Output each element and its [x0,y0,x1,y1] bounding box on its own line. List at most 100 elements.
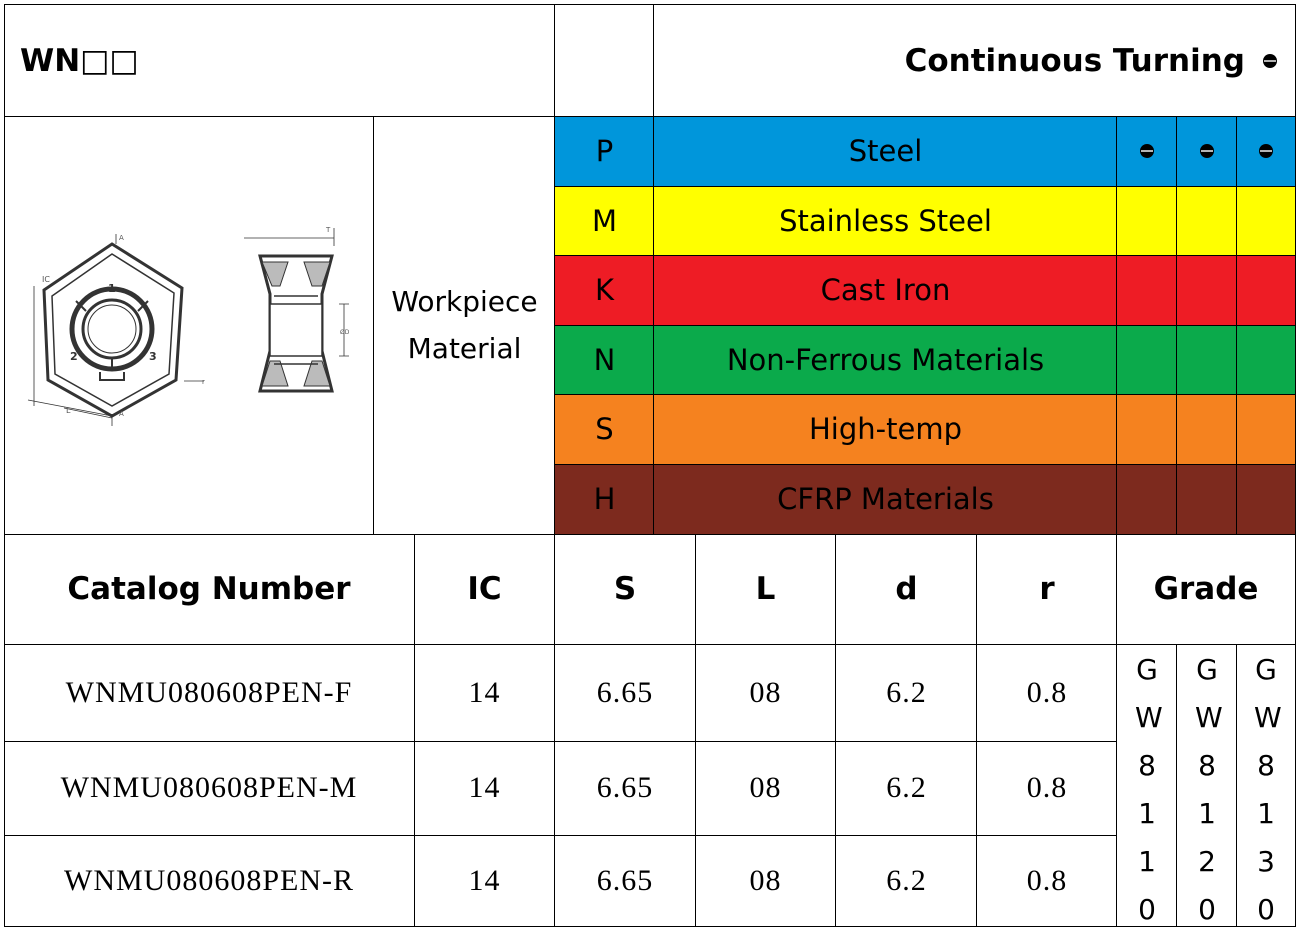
col-header-catalog-text: Catalog Number [67,571,351,607]
material-h-grade-1-cell [1117,464,1177,534]
ic-dimension-label: IC [42,275,50,284]
row-2-catalog-text: WNMU080608PEN-M [60,771,358,804]
row-1-d-cell: 6.2 [836,644,977,741]
grid-line [4,116,1296,117]
grid-line [414,534,415,927]
material-m-grade-2-cell [1177,186,1237,255]
grid-line [4,644,1296,645]
material-code-text: N [593,342,616,377]
material-n-grade-1-cell [1117,325,1177,394]
material-code-text: P [595,134,614,168]
grid-line [554,4,555,534]
material-name-s: High-temp [654,394,1117,464]
material-name-h: CFRP Materials [654,464,1117,534]
material-m-grade-1-cell [1117,186,1177,255]
workpiece-label-line1: Workpiece [391,285,538,318]
col-header-d: d [836,534,977,644]
grid-line [554,534,555,927]
row-3-d-cell: 6.2 [836,835,977,927]
col-header-catalog: Catalog Number [4,534,414,644]
insert-front-view: 1 2 3 IC L A A r [27,234,205,426]
material-m-grade-3-cell [1237,186,1295,255]
col-header-r: r [977,534,1117,644]
material-name-n: Non-Ferrous Materials [654,325,1117,394]
insert-drawing-cell: 1 2 3 IC L A A r T ØD [4,116,374,534]
row-2-ic-text: 14 [468,771,501,804]
material-p-grade-3-cell [1237,116,1295,186]
a-section-top-label: A [119,234,124,242]
corner-1-label: 1 [108,282,116,295]
grid-line [554,394,1296,395]
material-s-grade-2-cell [1177,394,1237,464]
material-name-text: Steel [848,134,923,168]
grid-line [1176,644,1177,927]
col-header-l-text: L [755,571,776,607]
material-k-grade-3-cell [1237,255,1295,325]
grid-line [554,186,1296,187]
series-title-text: WN□□ [20,42,139,79]
a-section-bottom-label: A [119,410,124,418]
row-3-l-cell: 08 [695,835,836,927]
material-code-text: M [591,203,618,238]
operation-label: Continuous Turning [904,42,1245,79]
grid-line [1116,116,1117,534]
corner-2-label: 2 [70,350,78,363]
r-dimension-label: r [202,378,205,386]
grid-line [4,4,1296,5]
series-title: WN□□ [4,5,555,116]
operation-mark-icon [1263,53,1277,68]
grid-line [1176,116,1177,534]
material-k-grade-1-cell [1117,255,1177,325]
insert-drawing: 1 2 3 IC L A A r T ØD [27,226,350,426]
row-2-d-cell: 6.2 [836,741,977,835]
grid-line [4,835,1117,836]
operation-header: Continuous Turning [654,5,1295,116]
grid-line [1295,4,1296,927]
material-k-grade-2-cell [1177,255,1237,325]
col-header-r-text: r [1039,571,1055,607]
grade-name-text: GW8130 [1254,653,1282,926]
material-code-n: N [555,325,654,394]
col-header-d-text: d [895,571,918,607]
suitability-mark-icon [1200,144,1214,158]
row-1-r-text: 0.8 [1026,675,1068,709]
material-n-grade-3-cell [1237,325,1295,394]
material-code-text: K [594,273,615,307]
material-name-k: Cast Iron [654,255,1117,325]
material-name-text: Stainless Steel [779,203,992,238]
row-3-ic-text: 14 [468,864,501,897]
row-1-ic-cell: 14 [414,644,555,741]
material-name-text: High-temp [809,412,962,446]
grid-line [4,741,1117,742]
grade-gw8130-label: GW8130 [1237,644,1295,927]
grid-line [835,534,836,927]
grade-gw8120-label: GW8120 [1177,644,1237,927]
grid-line [373,116,374,534]
grid-line [653,4,654,534]
material-s-grade-3-cell [1237,394,1295,464]
row-2-l-text: 08 [749,771,782,804]
col-header-s: S [555,534,695,644]
material-p-grade-2-cell [1177,116,1237,186]
material-code-text: S [595,412,614,446]
material-name-m: Stainless Steel [654,186,1117,255]
row-3-s-text: 6.65 [596,864,654,897]
row-2-ic-cell: 14 [414,741,555,835]
row-1-l-text: 08 [749,675,782,709]
grid-line [1236,116,1237,534]
suitability-mark-icon [1140,144,1154,158]
row-3-s-cell: 6.65 [555,835,695,927]
col-header-grade: Grade [1117,534,1295,644]
material-n-grade-2-cell [1177,325,1237,394]
col-header-l: L [695,534,836,644]
material-code-s: S [555,394,654,464]
row-2-s-cell: 6.65 [555,741,695,835]
d-dimension-label: ØD [340,329,350,336]
row-3-l-text: 08 [749,864,782,897]
t-dimension-label: T [325,226,331,234]
grid-line [554,255,1296,256]
grid-line [695,534,696,927]
row-2-r-cell: 0.8 [977,741,1117,835]
material-name-text: Cast Iron [820,273,951,307]
row-3-ic-cell: 14 [414,835,555,927]
